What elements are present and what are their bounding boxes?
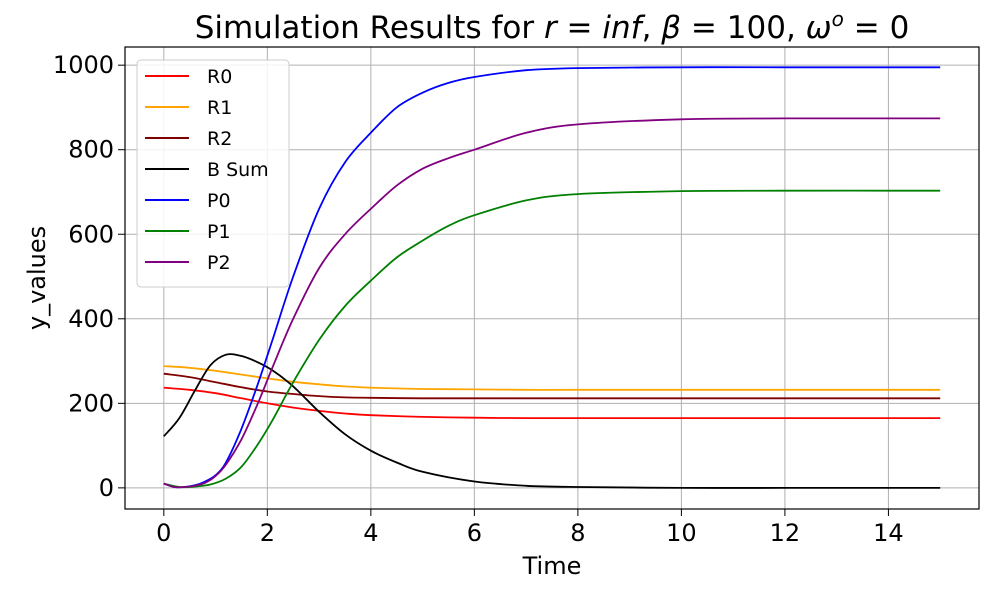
series-line-r2 [163,372,941,400]
x-tick-label: 12 [770,519,801,547]
y-tick-label: 1000 [53,51,114,79]
series-line-r0 [163,386,941,420]
y-tick-label: 400 [68,305,114,333]
x-axis-label: Time [522,552,582,580]
series-line-b-sum [163,353,941,489]
legend-label-r1: R1 [207,97,232,119]
y-tick-label: 0 [99,474,114,502]
x-tick-label: 6 [467,519,482,547]
legend-label-r2: R2 [207,128,232,150]
y-tick-label: 200 [68,389,114,417]
legend: R0 R1 R2 B Sum P0 P1 P2 [136,59,290,288]
plot-area [163,66,941,489]
series-line-p0 [163,66,941,489]
legend-label-p0: P0 [207,190,231,212]
legend-label-p1: P1 [207,221,231,243]
x-tick-label: 8 [570,519,585,547]
legend-label-r0: R0 [207,66,232,88]
y-tick-label: 800 [68,136,114,164]
legend-label-p2: P2 [207,252,231,274]
series-line-p2 [163,117,941,489]
x-tick-label: 14 [873,519,904,547]
series-line-r1 [163,365,941,391]
plot-frame [124,46,980,510]
x-tick-label: 0 [156,519,171,547]
chart-title: Simulation Results for r = inf, β = 100,… [195,7,910,46]
x-axis: 0 2 4 6 8 10 12 14 [156,509,904,547]
y-tick-label: 600 [68,220,114,248]
x-tick-label: 4 [363,519,378,547]
y-axis: 0 200 400 600 800 1000 [53,51,125,502]
y-axis-label: y_values [23,226,51,330]
x-tick-label: 10 [666,519,697,547]
x-tick-label: 2 [260,519,275,547]
legend-label-b-sum: B Sum [207,159,269,181]
series-line-p1 [163,189,941,489]
